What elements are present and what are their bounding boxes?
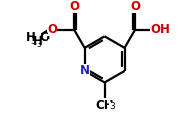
Text: N: N	[80, 64, 90, 77]
Text: CH: CH	[95, 99, 114, 112]
Text: O: O	[69, 0, 79, 13]
Text: OH: OH	[150, 23, 170, 36]
Text: 3: 3	[30, 37, 36, 46]
Text: O: O	[130, 0, 140, 13]
Text: 3: 3	[36, 40, 41, 49]
Text: O: O	[47, 23, 57, 36]
Text: H: H	[33, 35, 42, 48]
Text: 3: 3	[109, 102, 115, 112]
Text: C: C	[40, 31, 48, 44]
Text: H: H	[26, 31, 36, 44]
